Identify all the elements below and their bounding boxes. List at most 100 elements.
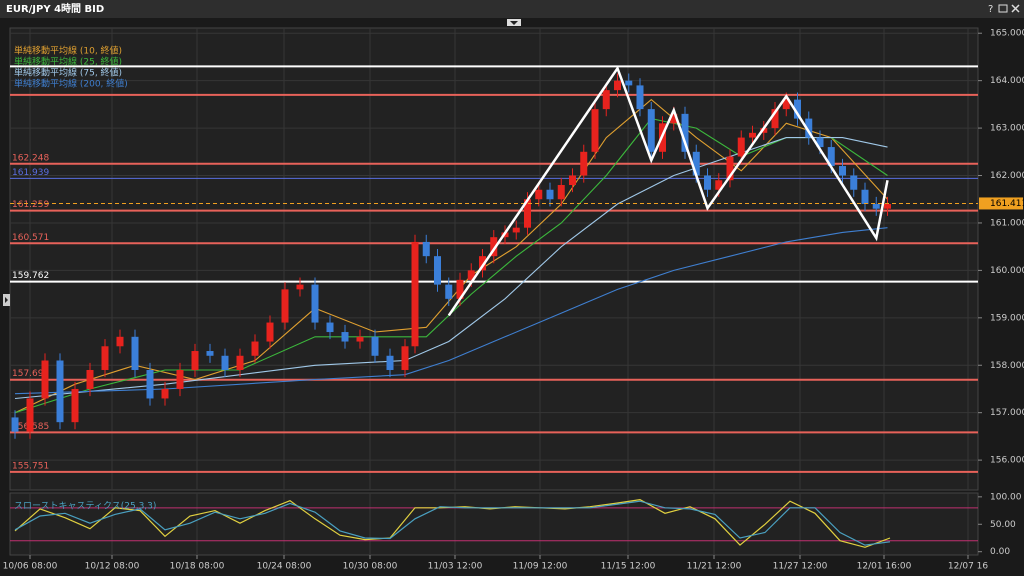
maximize-button[interactable] [998, 4, 1008, 13]
legend-entry: 単純移動平均線 (75, 終値) [14, 67, 122, 79]
collapse-icon [510, 21, 518, 25]
candle-body [569, 175, 576, 186]
side-toggle-icon [5, 297, 8, 303]
legend-entry: 単純移動平均線 (25, 終値) [14, 56, 122, 68]
candle-body [557, 185, 565, 200]
candle-body [411, 241, 419, 347]
close-button[interactable] [1011, 4, 1020, 13]
candle-body [266, 322, 274, 342]
candle-body [771, 109, 779, 129]
pattern-line [447, 65, 889, 317]
candle-body [794, 99, 801, 119]
help-button[interactable]: ? [988, 4, 993, 15]
candle-body [146, 369, 154, 399]
candle-body [726, 156, 734, 181]
candle-body [71, 388, 79, 423]
x-tick-label: 11/03 12:00 [428, 562, 483, 572]
candle-body [131, 336, 139, 370]
candle-body [524, 199, 531, 228]
moving-average [14, 137, 888, 400]
candle-body [176, 369, 184, 389]
candle-body [371, 336, 379, 356]
candle-body [422, 241, 430, 257]
candle-body [479, 256, 486, 271]
y-tick-label: 158.000 [990, 361, 1024, 371]
candle-body [884, 203, 891, 209]
candle-body [386, 355, 394, 370]
candle-body [356, 336, 364, 342]
x-tick-label: 10/12 08:00 [85, 562, 140, 572]
price-level-label: 161.939 [12, 168, 49, 178]
price-level-label: 155.751 [12, 461, 49, 471]
candle-body [625, 80, 633, 86]
candle-body [11, 417, 19, 432]
candle-body [580, 151, 588, 176]
candle-body [296, 284, 304, 290]
candle-body [670, 113, 678, 124]
candle-body [850, 175, 858, 190]
candle-body [512, 227, 520, 233]
y-tick-label: 163.000 [990, 124, 1024, 134]
x-tick-label: 10/06 08:00 [3, 562, 58, 572]
candle-body [191, 351, 199, 370]
y-tick-label: 161.000 [990, 218, 1024, 228]
candle-body [816, 137, 824, 148]
y-tick-label: 159.000 [990, 313, 1024, 323]
candle-body [872, 203, 880, 209]
candle-body [636, 85, 644, 110]
candle-body [161, 388, 169, 399]
moving-average [14, 227, 888, 395]
candle-body [737, 137, 745, 157]
candle-body [782, 99, 790, 110]
candle-body [341, 332, 349, 342]
candle-body [805, 118, 813, 138]
price-plot: 162.248 161.939 161.259 160.571 159.762 157.6… [10, 28, 978, 490]
candle-body [434, 256, 441, 285]
y-tick-label: 162.000 [990, 171, 1024, 181]
x-tick-label: 11/21 12:00 [687, 562, 742, 572]
candle-body [591, 109, 599, 152]
y-tick-label: 157.000 [990, 408, 1024, 418]
y-tick-label: 100.00 [990, 492, 1022, 502]
candle-body [41, 360, 49, 399]
price-level-label: 157.695 [12, 369, 49, 379]
candle-body [647, 109, 655, 152]
y-tick-label: 0.00 [990, 547, 1010, 557]
x-tick-label: 10/24 08:00 [257, 562, 312, 572]
legend-entry: 単純移動平均線 (10, 終値) [14, 45, 122, 57]
x-tick-label: 12/01 16:00 [857, 562, 912, 572]
price-level-label: 159.762 [12, 271, 49, 281]
candle-body [546, 189, 554, 200]
price-level-label: 162.248 [12, 153, 49, 163]
window-title: EUR/JPY 4時間 BID [6, 2, 104, 15]
x-tick-label: 10/30 08:00 [343, 562, 398, 572]
candle-body [26, 398, 34, 432]
x-tick-label: 11/15 12:00 [601, 562, 656, 572]
candle-body [221, 355, 229, 370]
title-bar [0, 0, 1024, 18]
candle-body [839, 166, 846, 176]
x-tick-label: 12/07 16 [948, 562, 989, 572]
candle-body [101, 346, 109, 370]
candle-body [490, 237, 498, 257]
candle-body [614, 80, 621, 91]
price-level-label: 161.259 [12, 200, 49, 210]
candle-body [692, 151, 700, 176]
candle-body [535, 189, 543, 200]
y-tick-label: 156.000 [990, 456, 1024, 466]
y-tick-label: 165.000 [990, 29, 1024, 39]
candle-body [311, 284, 319, 323]
candle-body [467, 270, 475, 280]
moving-average [14, 117, 888, 414]
candle-body [116, 336, 124, 347]
oscillator-line [14, 500, 891, 546]
x-tick-label: 11/09 12:00 [513, 562, 568, 572]
candle-body [86, 369, 94, 389]
candle-body [681, 113, 689, 152]
candle-body [602, 90, 610, 110]
legend-entry: 単純移動平均線 (200, 終値) [14, 78, 128, 90]
candle-body [251, 341, 259, 356]
current-price-label: 161.411 [990, 199, 1024, 209]
candle-body [456, 279, 464, 299]
